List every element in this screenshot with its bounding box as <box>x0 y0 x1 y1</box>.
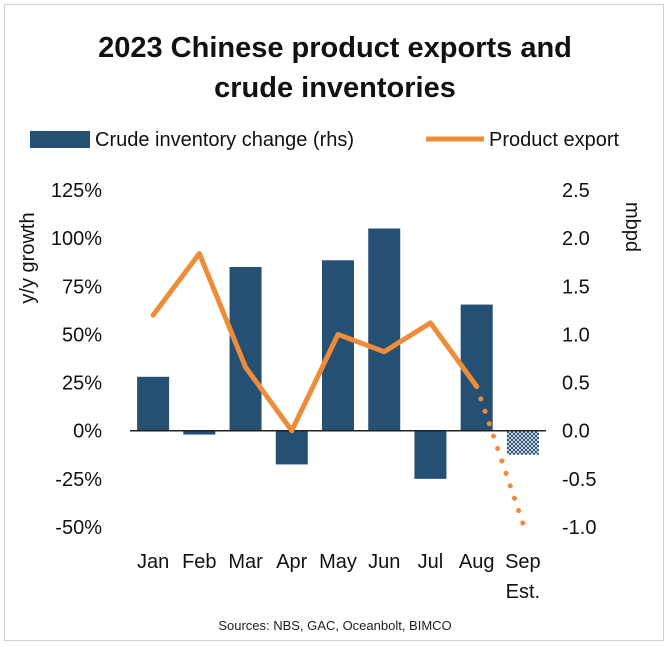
source-note: Sources: NBS, GAC, Oceanbolt, BIMCO <box>218 618 452 633</box>
x-tick-sublabel: Est. <box>506 581 540 603</box>
x-tick-label: Jul <box>418 551 444 573</box>
x-tick-label: Apr <box>276 551 307 573</box>
y-axis-left-ticks: 125% 100% 75% 50% 25% 0% -25% -50% <box>51 180 102 539</box>
y-tick-right: 0.0 <box>562 421 590 443</box>
y-axis-right-ticks: 2.5 2.0 1.5 1.0 0.5 0.0 -0.5 -1.0 <box>562 180 596 539</box>
y-tick-left: 100% <box>51 228 102 250</box>
y-tick-right: 0.5 <box>562 373 590 395</box>
x-tick-label: Aug <box>459 551 495 573</box>
bar <box>137 376 170 431</box>
y-tick-left: 125% <box>51 180 102 202</box>
legend: Crude inventory change (rhs) Product exp… <box>30 129 620 151</box>
y-tick-right: -1.0 <box>562 517 596 539</box>
bar <box>322 260 354 431</box>
y-tick-left: 75% <box>62 276 102 298</box>
chart-title: 2023 Chinese product exports and crude i… <box>0 28 670 108</box>
y-tick-right: 2.5 <box>562 180 590 202</box>
x-tick-label: Mar <box>228 551 263 573</box>
y-tick-left: 0% <box>73 421 102 443</box>
x-axis-ticks: Jan Feb Mar Apr May Jun Jul Aug Sep Est. <box>137 551 541 603</box>
line-product-export <box>150 251 480 434</box>
y-axis-label-left: y/y growth <box>17 212 39 303</box>
bar <box>275 430 308 465</box>
bar <box>368 228 401 431</box>
line-product-export-estimate <box>474 383 526 526</box>
y-tick-right: 1.5 <box>562 276 590 298</box>
y-tick-left: 25% <box>62 373 102 395</box>
bar <box>183 430 216 435</box>
bar <box>229 267 262 431</box>
bar-series <box>137 228 539 479</box>
x-tick-label: May <box>319 551 357 573</box>
bar-estimate <box>506 430 539 455</box>
line-series <box>150 251 526 526</box>
y-tick-left: -50% <box>55 517 102 539</box>
chart-title-line-2: crude inventories <box>214 72 456 104</box>
legend-label-crude-inventory: Crude inventory change (rhs) <box>95 129 354 151</box>
y-tick-left: 50% <box>62 324 102 346</box>
x-tick-label: Sep <box>505 551 541 573</box>
bar <box>414 430 447 479</box>
y-tick-left: -25% <box>55 469 102 491</box>
y-axis-label-right: mbpd <box>621 202 643 252</box>
legend-swatch-crude-inventory <box>30 131 90 148</box>
y-tick-right: 1.0 <box>562 324 590 346</box>
x-tick-label: Feb <box>182 551 216 573</box>
x-tick-label: Jan <box>137 551 169 573</box>
legend-label-product-export: Product export <box>489 129 620 151</box>
y-tick-right: 2.0 <box>562 228 590 250</box>
chart-title-line-1: 2023 Chinese product exports and <box>98 32 572 64</box>
y-tick-right: -0.5 <box>562 469 596 491</box>
x-tick-label: Jun <box>368 551 400 573</box>
